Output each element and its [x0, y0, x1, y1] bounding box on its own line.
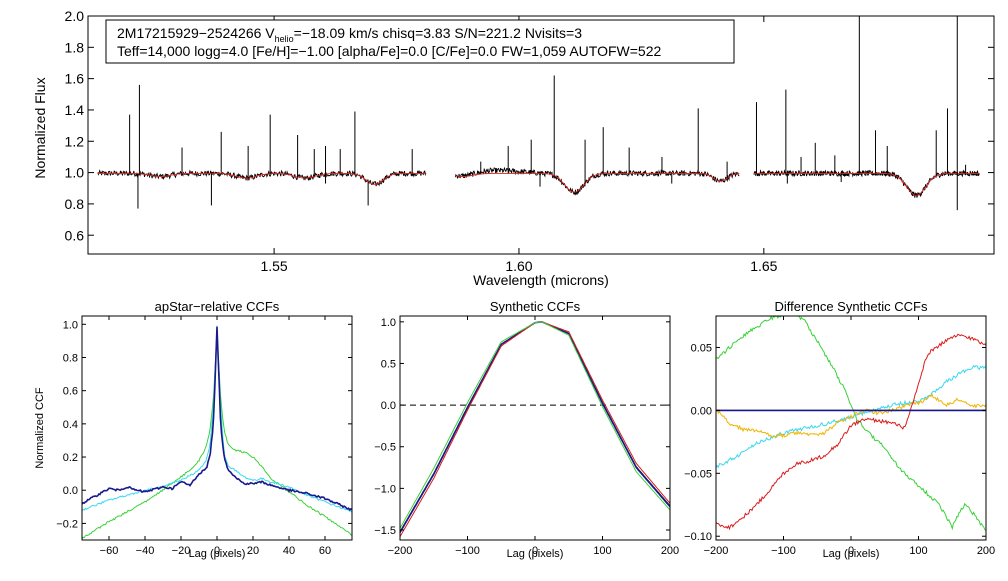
- synthetic-ccf-xlabel: Lag (pixels): [507, 548, 564, 560]
- synthetic-ccf-series-green: [399, 321, 671, 529]
- spectrum-ylabel: Normalized Flux: [32, 77, 48, 178]
- apstar-ccf-xtick-label: −40: [136, 545, 155, 557]
- difference-ccf-xtick-label: 200: [977, 545, 995, 557]
- info-vhelio-subscript: helio: [275, 34, 294, 44]
- difference-ccf-xtick-label: 0: [848, 545, 854, 557]
- spectrum-observed-line: [454, 166, 740, 196]
- info-line-1: 2M17215929−2524266 Vhelio=−18.09 km/s ch…: [117, 25, 582, 44]
- spectrum-ytick-label: 0.6: [65, 227, 85, 243]
- apstar-ccf-xtick-label: 60: [319, 545, 331, 557]
- info-box: [105, 19, 735, 64]
- apstar-ccf-ticks: −60 −40 −20 0 20 40 60 −0.2 0.0 0.2 0.4 0.6 0.8 1.0: [56, 316, 352, 557]
- apstar-ccf-series-cyan: [81, 325, 353, 513]
- spectrum-ytick-label: 1.6: [65, 71, 85, 87]
- synthetic-ccf-xtick-label: 200: [661, 545, 679, 557]
- spectrum-xlabel: Wavelength (microns): [473, 272, 609, 288]
- spectrum-ytick-label: 1.0: [65, 165, 85, 181]
- synthetic-ccf-series-black: [399, 321, 671, 532]
- apstar-ccf-xtick-label: −20: [172, 545, 191, 557]
- synthetic-ccf-series-navy: [399, 320, 671, 533]
- synthetic-ccf-xtick-label: 100: [593, 545, 611, 557]
- apstar-ccf-data: [81, 325, 353, 540]
- synthetic-ccf-series-red: [399, 321, 671, 537]
- apstar-ccf-ytick-label: 0.6: [63, 386, 78, 398]
- apstar-ccf-frame: [81, 315, 353, 541]
- difference-ccf-panel: −200 −100 0 100 200 −0.10 −0.05 0.00 0.05 Differ…: [684, 299, 995, 560]
- apstar-ccf-ytick-label: 0.2: [63, 452, 78, 464]
- difference-ccf-series-green: [715, 315, 987, 531]
- synthetic-ccf-xtick-label: 0: [532, 545, 538, 557]
- synthetic-ccf-ytick-label: 0.0: [381, 400, 396, 412]
- spectrum-ytick-label: 1.4: [65, 102, 85, 118]
- difference-ccf-ytick-label: 0.05: [691, 342, 712, 354]
- synthetic-ccf-ticks: −200 −100 0 100 200 −1.5 −1.0 −0.5 0.0 0.5 1.0: [374, 316, 679, 557]
- apstar-ccf-ytick-label: 0.4: [63, 419, 78, 431]
- apstar-ccf-series-navy: [81, 326, 353, 512]
- apstar-ccf-title: apStar−relative CCFs: [155, 299, 280, 314]
- difference-ccf-xtick-label: 100: [909, 545, 927, 557]
- synthetic-ccf-frame: [399, 315, 671, 541]
- synthetic-ccf-data: [399, 320, 671, 537]
- synthetic-ccf-xtick-label: −200: [388, 545, 413, 557]
- difference-ccf-ytick-label: 0.00: [691, 405, 712, 417]
- difference-ccf-ticks: −200 −100 0 100 200 −0.10 −0.05 0.00 0.05: [684, 316, 995, 557]
- difference-ccf-series-red: [715, 333, 987, 531]
- spectrum-data: [97, 16, 980, 211]
- difference-ccf-data: [715, 315, 987, 531]
- difference-ccf-xtick-label: −200: [704, 545, 729, 557]
- info-stats: =−18.09 km/s chisq=3.83 S/N=221.2 Nvisit…: [294, 25, 583, 41]
- apstar-ccf-ytick-label: 1.0: [63, 319, 78, 331]
- apstar-ccf-ytick-label: 0.0: [63, 485, 78, 497]
- synthetic-ccf-xtick-label: −100: [455, 545, 480, 557]
- apstar-ccf-ytick-label: 0.8: [63, 352, 78, 364]
- spectrum-ticks: 1.55 1.60 1.65 0.6 0.8 1.0 1.2 1.4 1.6 1.8 2.0: [65, 8, 994, 274]
- synthetic-ccf-ytick-label: −1.5: [374, 525, 396, 537]
- synthetic-ccf-ytick-label: 0.5: [381, 358, 396, 370]
- spectrum-xtick-label: 1.65: [750, 258, 777, 274]
- spectrum-xtick-label: 1.60: [505, 258, 532, 274]
- synthetic-ccf-ytick-label: −1.0: [374, 483, 396, 495]
- spectrum-model-line: [97, 172, 426, 185]
- info-star-id: 2M17215929−2524266 V: [117, 25, 275, 41]
- difference-ccf-ytick-label: −0.05: [684, 468, 712, 480]
- apstar-ccf-xtick-label: 20: [247, 545, 259, 557]
- apstar-ccf-xlabel: Lag (pixels): [189, 548, 246, 560]
- spectrum-ytick-label: 2.0: [65, 8, 85, 24]
- synthetic-ccf-panel: −200 −100 0 100 200 −1.5 −1.0 −0.5 0.0 0.5 1.0 Syn…: [374, 299, 679, 560]
- info-line-2: Teff=14,000 logg=4.0 [Fe/H]=−1.00 [alpha…: [117, 43, 661, 59]
- spectrum-panel: 1.55 1.60 1.65 0.6 0.8 1.0 1.2 1.4 1.6 1.8 2.0 Wav…: [32, 8, 995, 288]
- spectrum-model-line: [455, 172, 740, 193]
- spectrum-model-line: [754, 172, 980, 196]
- difference-ccf-frame: [715, 315, 987, 541]
- synthetic-ccf-ytick-label: 1.0: [381, 317, 396, 329]
- spectrum-ytick-label: 1.2: [65, 133, 85, 149]
- apstar-ccf-xtick-label: −60: [100, 545, 119, 557]
- apstar-ccf-xtick-label: 0: [214, 545, 220, 557]
- spectrum-ytick-label: 0.8: [65, 196, 85, 212]
- synthetic-ccf-title: Synthetic CCFs: [490, 299, 581, 314]
- difference-ccf-ytick-label: −0.10: [684, 531, 712, 543]
- spectrum-xtick-label: 1.55: [260, 258, 287, 274]
- apstar-ccf-series-green: [81, 333, 353, 540]
- difference-ccf-series-orange: [715, 393, 987, 439]
- apstar-ccf-panel: −60 −40 −20 0 20 40 60 −0.2 0.0 0.2 0.4 0.6 0.8 1.0 a…: [34, 299, 353, 560]
- difference-ccf-title: Difference Synthetic CCFs: [775, 299, 928, 314]
- spectrum-frame: [87, 15, 995, 255]
- apstar-ccf-ylabel: Normalized CCF: [34, 387, 46, 469]
- apstar-ccf-ytick-label: −0.2: [56, 518, 78, 530]
- apstar-ccf-xtick-label: 40: [283, 545, 295, 557]
- difference-ccf-xlabel: Lag (pixels): [823, 548, 880, 560]
- spectrum-ytick-label: 1.8: [65, 39, 85, 55]
- synthetic-ccf-ytick-label: −0.5: [374, 442, 396, 454]
- difference-ccf-xtick-label: −100: [771, 545, 796, 557]
